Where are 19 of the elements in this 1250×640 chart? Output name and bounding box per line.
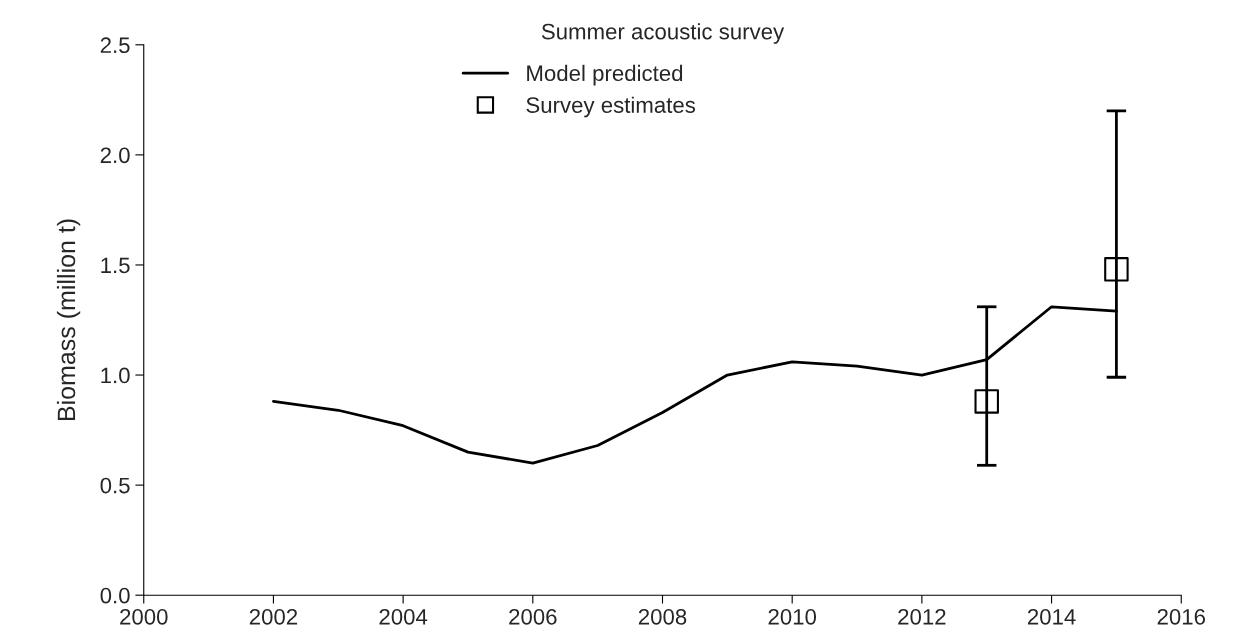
x-tick-label: 2014 <box>1027 608 1076 625</box>
x-tick-label: 2016 <box>1157 608 1205 625</box>
legend-label: Model predicted <box>527 64 683 86</box>
chart-title: Summer acoustic survey <box>541 23 785 44</box>
x-tick-label: 2010 <box>768 608 817 625</box>
y-tick-label: 1.5 <box>101 257 130 274</box>
y-axis-title: Biomass (million t) <box>56 219 81 421</box>
x-tick-label: 2000 <box>120 608 168 625</box>
legend-label: Survey estimates <box>526 96 696 118</box>
x-tick-label: 2006 <box>509 608 557 625</box>
x-tick-label: 2002 <box>249 608 298 625</box>
x-tick-label: 2004 <box>379 608 428 625</box>
y-tick-label: 2.0 <box>100 147 130 164</box>
x-tick-label: 2012 <box>898 608 946 625</box>
y-tick-label: 2.5 <box>100 37 130 54</box>
y-tick-label: 0.0 <box>100 587 130 604</box>
y-tick-label: 0.5 <box>100 477 130 494</box>
y-tick-label: 1.0 <box>101 367 130 384</box>
x-tick-label: 2008 <box>638 608 687 625</box>
